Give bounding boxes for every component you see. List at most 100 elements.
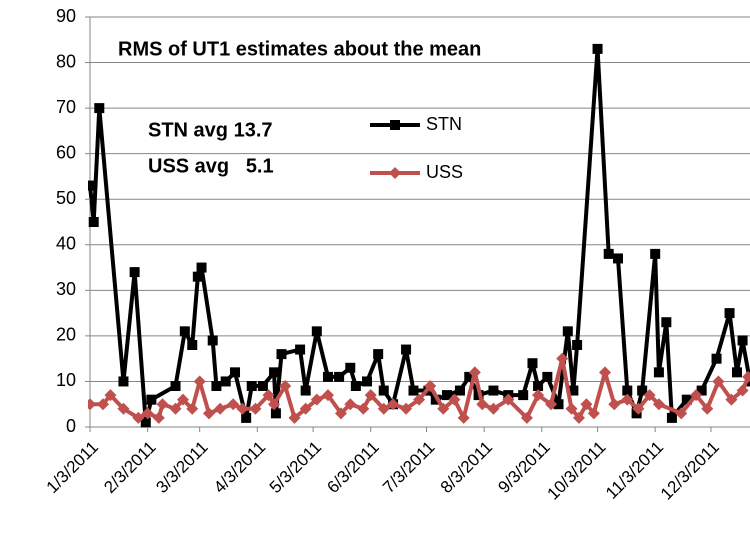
y-tick-label: 80 <box>56 51 76 71</box>
marker <box>249 402 262 415</box>
marker <box>257 381 268 391</box>
marker <box>424 380 437 392</box>
marker <box>488 385 499 396</box>
marker <box>724 308 735 319</box>
marker <box>401 344 412 355</box>
marker <box>711 353 722 364</box>
marker <box>387 398 400 411</box>
marker <box>170 381 181 391</box>
legend-marker <box>390 120 400 130</box>
marker <box>373 349 384 360</box>
plot-area <box>88 43 750 428</box>
marker <box>502 393 515 406</box>
legend: STN USS <box>370 114 463 182</box>
marker <box>737 335 748 346</box>
marker <box>696 385 707 396</box>
marker <box>542 371 553 382</box>
marker <box>288 411 301 424</box>
marker <box>141 407 154 420</box>
marker <box>736 384 749 397</box>
annotation: STN avg 13.7 <box>148 119 273 141</box>
marker <box>468 366 481 379</box>
marker <box>186 402 199 415</box>
x-tick-label: 11/3/2011 <box>602 438 667 503</box>
x-tick-label: 4/3/2011 <box>210 438 269 497</box>
marker <box>193 375 206 388</box>
marker <box>681 394 692 405</box>
marker <box>598 366 611 379</box>
marker <box>179 326 190 337</box>
marker <box>279 380 292 392</box>
legend-marker <box>389 167 401 179</box>
marker <box>129 267 140 278</box>
marker <box>377 402 390 415</box>
marker <box>725 393 738 406</box>
marker <box>146 394 157 405</box>
marker <box>532 389 545 402</box>
marker <box>661 317 672 328</box>
marker <box>334 371 345 382</box>
y-tick-label: 30 <box>56 279 76 299</box>
marker <box>262 389 275 402</box>
y-tick-label: 10 <box>56 370 76 390</box>
marker <box>603 248 614 259</box>
marker <box>230 367 241 378</box>
marker <box>118 376 129 387</box>
marker <box>487 402 500 415</box>
marker <box>117 402 130 415</box>
marker <box>169 402 182 415</box>
marker <box>211 381 222 391</box>
marker <box>621 393 634 406</box>
marker <box>187 340 198 350</box>
legend-label: STN <box>426 114 462 134</box>
marker <box>464 371 475 382</box>
marker <box>650 248 661 259</box>
marker <box>518 390 529 401</box>
x-tick-label: 3/3/2011 <box>152 438 211 497</box>
marker <box>712 375 725 388</box>
marker <box>653 367 664 378</box>
marker <box>321 389 334 402</box>
marker <box>311 326 322 337</box>
marker <box>568 385 579 396</box>
y-tick-label: 0 <box>66 416 76 436</box>
marker <box>675 407 688 420</box>
marker <box>592 43 603 54</box>
marker <box>214 402 227 415</box>
marker <box>520 411 533 424</box>
marker <box>310 393 323 406</box>
marker <box>246 381 257 391</box>
marker <box>572 340 583 350</box>
marker <box>196 262 207 273</box>
marker <box>553 399 564 410</box>
marker <box>400 402 413 415</box>
marker <box>88 217 99 227</box>
y-tick-label: 60 <box>56 142 76 162</box>
marker <box>454 385 465 396</box>
y-tick-label: 40 <box>56 234 76 254</box>
marker <box>448 393 461 406</box>
marker <box>300 385 311 396</box>
marker <box>622 385 633 396</box>
x-tick-label: 7/3/2011 <box>379 438 438 497</box>
marker <box>202 407 215 420</box>
x-tick-label: 8/3/2011 <box>437 438 496 497</box>
marker <box>345 362 356 373</box>
marker <box>364 389 377 402</box>
marker <box>562 326 573 337</box>
marker <box>631 408 642 419</box>
marker <box>545 398 558 411</box>
marker <box>565 402 578 415</box>
marker <box>241 412 252 423</box>
marker <box>476 398 489 411</box>
marker <box>608 398 621 411</box>
annotation: USS avg 5.1 <box>148 155 274 177</box>
marker <box>613 253 623 264</box>
marker <box>88 398 96 411</box>
marker <box>441 390 452 401</box>
marker <box>334 407 347 420</box>
x-tick-label: 6/3/2011 <box>323 438 382 497</box>
grid <box>90 16 750 428</box>
marker <box>192 271 203 282</box>
